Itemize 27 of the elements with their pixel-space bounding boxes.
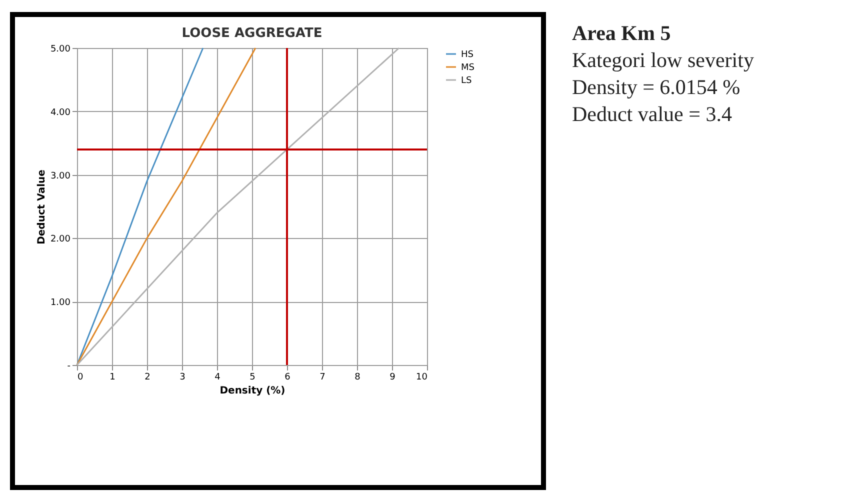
x-tick-label: 9 — [390, 372, 396, 382]
y-tick-label: 2.00 — [50, 234, 71, 245]
y-tick-label: 5.00 — [50, 44, 71, 54]
text: Deduct value = 3.4 — [572, 101, 733, 128]
y-axis-title: Deduct Value — [36, 169, 48, 244]
text: Area Km 5 — [572, 20, 672, 47]
x-axis-title: Density (%) — [220, 386, 286, 396]
x-tick-label: 1 — [110, 372, 116, 382]
x-tick-label: 3 — [180, 372, 186, 382]
y-tick-label: 3.00 — [50, 171, 71, 182]
y-tick-label: - — [67, 362, 70, 372]
legend-label: MS — [461, 63, 475, 73]
x-tick-label: 2 — [144, 372, 150, 382]
x-tick-label: 7 — [320, 372, 326, 382]
x-tick-label: 8 — [354, 372, 361, 382]
x-tick-label: 10 — [416, 372, 428, 382]
x-tick-label: 0 — [78, 372, 84, 382]
y-tick-label: 4.00 — [50, 108, 71, 118]
chart-title: LOOSE AGGREGATE — [182, 26, 322, 41]
y-tick-label: 1.00 — [50, 298, 71, 308]
legend-label: LS — [461, 76, 472, 86]
legend-label: HS — [461, 50, 474, 60]
x-tick-label: 6 — [284, 372, 291, 382]
text: Kategori low severity — [572, 47, 754, 74]
x-tick-label: 4 — [214, 372, 221, 382]
x-tick-label: 5 — [250, 372, 256, 382]
text: Density = 6.0154 % — [572, 74, 742, 101]
